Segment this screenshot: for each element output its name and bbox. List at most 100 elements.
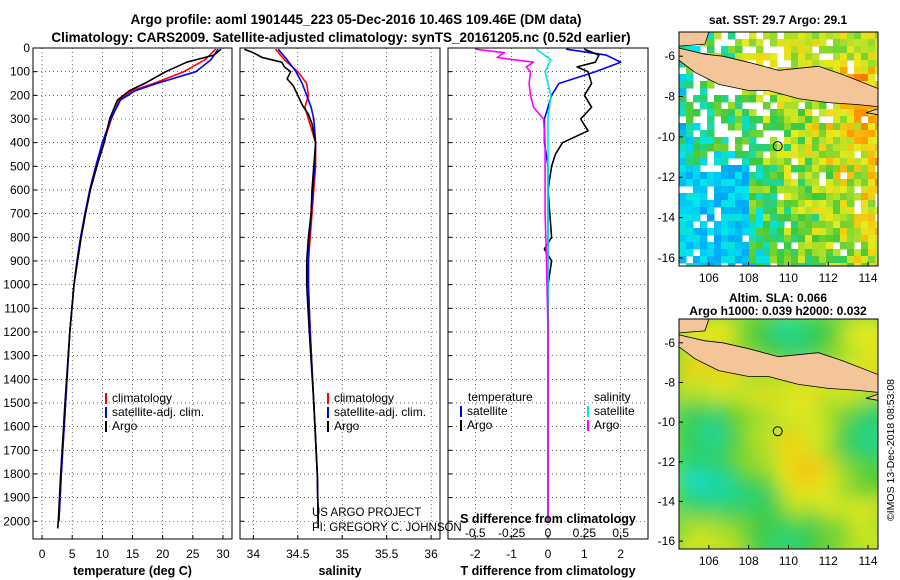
map-cell — [833, 221, 841, 229]
map-cell — [777, 102, 785, 110]
map-cell — [791, 459, 806, 474]
map-cell — [721, 95, 729, 103]
map-cell — [770, 165, 778, 173]
map-cell — [714, 158, 722, 166]
map-cell — [861, 53, 869, 61]
map-cell — [798, 60, 806, 68]
y-tick-label: 1600 — [3, 420, 30, 434]
map-cell — [700, 221, 708, 229]
map-cell — [728, 263, 736, 266]
map-x-tick-label: 114 — [858, 271, 877, 285]
map-y-tick-label: -8 — [664, 90, 675, 104]
x-tick-label: 10 — [96, 547, 110, 561]
map-cell — [707, 109, 715, 117]
landmass-sumatra — [679, 319, 710, 334]
map-cell — [812, 186, 820, 194]
map-cell — [735, 235, 743, 243]
map-cell — [812, 221, 820, 229]
map-cell — [812, 214, 820, 222]
map-cell — [868, 228, 876, 236]
map-cell — [756, 39, 764, 47]
map-cell — [854, 60, 862, 68]
map-cell — [763, 200, 771, 208]
map-cell — [756, 151, 764, 159]
map-cell — [875, 431, 878, 446]
map-cell — [833, 193, 841, 201]
map-cell — [756, 235, 764, 243]
map-cell — [805, 529, 820, 544]
map-cell — [812, 228, 820, 236]
map-cell — [833, 347, 848, 362]
map-cell — [721, 529, 736, 544]
map-cell — [728, 123, 736, 131]
map-y-tick-label: -14 — [658, 494, 676, 508]
map-cell — [763, 333, 778, 348]
map-cell — [777, 473, 792, 488]
map-cell — [784, 102, 792, 110]
map-cell — [707, 144, 715, 152]
map-cell — [812, 130, 820, 138]
map-cell — [700, 235, 708, 243]
map-cell — [868, 53, 876, 61]
map-cell — [840, 123, 848, 131]
map-cell — [777, 543, 792, 549]
map-cell — [735, 165, 743, 173]
map-cell — [826, 249, 834, 257]
map-cell — [721, 403, 736, 418]
map-cell — [819, 214, 827, 222]
map-cell — [770, 228, 778, 236]
map-cell — [875, 543, 878, 549]
map-cell — [721, 151, 729, 159]
map-x-tick-label: 106 — [699, 271, 719, 285]
map-cell — [840, 130, 848, 138]
map-cell — [791, 543, 806, 549]
map-cell — [721, 228, 729, 236]
map-cell — [791, 501, 806, 516]
map-cell — [777, 186, 785, 194]
map-cell — [728, 228, 736, 236]
map-cell — [833, 515, 848, 530]
map-cell — [791, 109, 799, 117]
map-cell — [756, 95, 764, 103]
map-cell — [756, 60, 764, 68]
map-cell — [749, 32, 757, 40]
map-cell — [868, 74, 876, 82]
map-cell — [756, 46, 764, 54]
map-cell — [763, 172, 771, 180]
map-cell — [679, 109, 687, 117]
map-cell — [784, 137, 792, 145]
map-cell — [791, 515, 806, 530]
map-cell — [763, 228, 771, 236]
map-cell — [847, 179, 855, 187]
map-cell — [707, 207, 715, 215]
map-cell — [854, 130, 862, 138]
map-cell — [805, 39, 813, 47]
map-cell — [742, 221, 750, 229]
map-cell — [875, 158, 878, 166]
map-cell — [847, 109, 855, 117]
map-cell — [742, 151, 750, 159]
map-y-tick-label: -10 — [658, 415, 676, 429]
map-cell — [819, 130, 827, 138]
map-cell — [805, 249, 813, 257]
map-cell — [798, 123, 806, 131]
map-cell — [819, 515, 834, 530]
map-cell — [735, 200, 743, 208]
map-cell — [861, 221, 869, 229]
map-cell — [861, 46, 869, 54]
map-cell — [791, 46, 799, 54]
map-cell — [679, 249, 687, 257]
map-cell — [861, 417, 876, 432]
map-cell — [707, 459, 722, 474]
map-cell — [735, 459, 750, 474]
y-tick-label: 1800 — [3, 467, 30, 481]
map-cell — [714, 256, 722, 264]
map-cell — [791, 116, 799, 124]
map-cell — [805, 403, 820, 418]
map-cell — [847, 431, 862, 446]
map-cell — [763, 214, 771, 222]
map-cell — [847, 501, 862, 516]
map-x-tick-label: 108 — [739, 271, 759, 285]
argo-float-marker — [772, 141, 783, 152]
